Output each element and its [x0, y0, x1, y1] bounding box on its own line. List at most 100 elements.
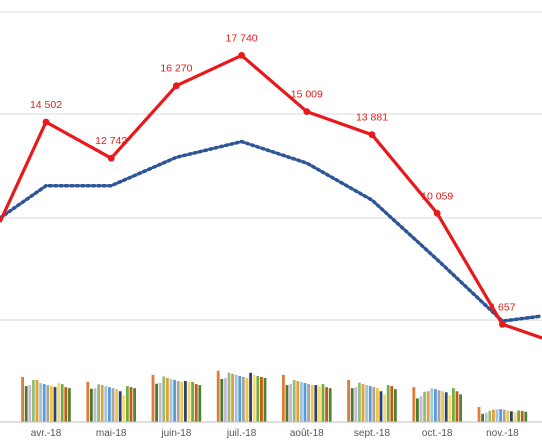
- bar-nov.-18-7: [499, 409, 502, 422]
- bar-oct.-18-4: [423, 391, 426, 422]
- bar-juin-18-6: [169, 378, 173, 422]
- bar-nov.-18-5: [492, 409, 495, 422]
- bar-juin-18-2: [155, 383, 158, 422]
- total-line-points: [42, 52, 506, 328]
- bar-juin-18-3: [158, 382, 162, 422]
- total-point-mai-18: [107, 154, 115, 162]
- bar-nov.-18-1: [477, 407, 481, 422]
- bar-sept.-18-3: [354, 387, 358, 422]
- total-point-sept.-18: [368, 131, 376, 139]
- bar-juil.-18-10: [249, 372, 252, 422]
- bar-oct.-18-8: [437, 390, 441, 422]
- bar-août-18-9: [310, 385, 314, 422]
- bar-nov.-18-2: [481, 413, 484, 422]
- bar-oct.-18-7: [434, 389, 437, 422]
- data-label-juin-18: 16 270: [160, 63, 192, 75]
- bar-avr.-18-8: [46, 385, 50, 422]
- bar-sept.-18-9: [376, 388, 379, 422]
- bar-juin-18-7: [173, 379, 176, 422]
- trend-line: [0, 139, 542, 323]
- bar-nov.-18-4: [488, 410, 492, 422]
- bar-mai-18-11: [122, 395, 126, 422]
- bar-août-18-11: [318, 386, 321, 423]
- total-point-juil.-18: [238, 52, 246, 59]
- x-tick-labels: avr.-18 mai-18 juin-18 juil.-18 août-18 sept.…: [31, 428, 519, 439]
- data-label-août-18: 15 009: [291, 89, 323, 101]
- bar-nov.-18-12: [517, 410, 520, 422]
- bar-août-18-12: [321, 384, 325, 422]
- bar-avr.-18-11: [57, 383, 60, 422]
- bar-août-18-8: [307, 384, 310, 422]
- bar-sept.-18-10: [379, 391, 383, 422]
- bar-avr.-18-1: [21, 376, 24, 422]
- bar-mai-18-12: [126, 386, 129, 423]
- data-label-oct.-18: 10 059: [421, 190, 453, 202]
- bar-juil.-18-1: [216, 370, 220, 422]
- x-tick-juil.-18: juil.-18: [226, 428, 257, 439]
- bar-mai-18-4: [97, 384, 100, 422]
- bar-oct.-18-13: [455, 391, 459, 422]
- bar-juil.-18-14: [263, 377, 267, 422]
- total-line: [0, 53, 542, 340]
- bar-juil.-18-8: [242, 376, 245, 422]
- bar-oct.-18-6: [430, 388, 434, 422]
- bar-août-18-10: [314, 385, 318, 422]
- x-tick-juin-18: juin-18: [160, 428, 191, 439]
- bar-mai-18-7: [108, 387, 111, 422]
- bar-mai-18-14: [133, 388, 136, 422]
- data-label-sept.-18: 13 881: [356, 112, 388, 124]
- bar-juil.-18-7: [238, 375, 242, 423]
- bar-juin-18-4: [162, 376, 166, 422]
- bar-avr.-18-14: [68, 388, 71, 422]
- bar-juil.-18-4: [227, 372, 231, 422]
- bar-mai-18-10: [118, 391, 122, 422]
- bar-nov.-18-8: [502, 409, 506, 422]
- bar-sept.-18-7: [368, 386, 372, 423]
- bar-juin-18-12: [191, 382, 194, 422]
- x-tick-avr.-18: avr.-18: [31, 428, 62, 439]
- bar-sept.-18-1: [347, 379, 350, 422]
- total-point-nov.-18: [499, 320, 506, 328]
- bar-août-18-6: [300, 382, 303, 422]
- bar-sept.-18-4: [358, 382, 361, 422]
- total-point-juin-18: [173, 82, 180, 90]
- bar-août-18-5: [296, 381, 300, 422]
- x-tick-nov.-18: nov.-18: [486, 428, 519, 439]
- bar-oct.-18-10: [444, 392, 448, 422]
- x-tick-août-18: août-18: [290, 428, 324, 439]
- bar-avr.-18-3: [28, 385, 32, 422]
- bar-juil.-18-5: [231, 373, 234, 422]
- bar-sept.-18-12: [386, 385, 390, 422]
- bar-avr.-18-6: [39, 383, 42, 422]
- total-point-août-18: [303, 108, 311, 115]
- data-label-juil.-18: 17 740: [226, 32, 258, 44]
- bar-avr.-18-7: [42, 384, 46, 422]
- bar-oct.-18-9: [441, 391, 444, 422]
- bar-nov.-18-10: [510, 411, 513, 422]
- bar-avr.-18-5: [35, 379, 39, 422]
- total-point-avr.-18: [42, 118, 50, 126]
- bar-sept.-18-2: [350, 388, 354, 422]
- bar-sept.-18-13: [390, 386, 394, 423]
- bar-août-18-14: [328, 388, 332, 422]
- bar-juin-18-10: [184, 381, 187, 422]
- bar-juil.-18-13: [260, 376, 263, 422]
- bar-avr.-18-13: [64, 387, 68, 422]
- bar-août-18-2: [285, 385, 289, 422]
- bar-oct.-18-11: [448, 395, 452, 422]
- bar-avr.-18-2: [24, 386, 28, 423]
- bar-oct.-18-5: [426, 391, 430, 422]
- bar-juil.-18-12: [256, 375, 260, 423]
- bar-mai-18-3: [93, 388, 97, 422]
- bar-juil.-18-3: [224, 377, 227, 422]
- bar-oct.-18-3: [419, 396, 423, 423]
- bar-juin-18-13: [194, 384, 198, 422]
- bar-juil.-18-2: [220, 378, 224, 422]
- bar-août-18-1: [282, 374, 285, 422]
- bar-mai-18-9: [115, 389, 118, 422]
- bar-juin-18-1: [151, 374, 155, 422]
- bar-nov.-18-9: [506, 410, 510, 422]
- bar-mai-18-13: [129, 387, 133, 422]
- data-label-mai-18: 12 742: [95, 135, 127, 147]
